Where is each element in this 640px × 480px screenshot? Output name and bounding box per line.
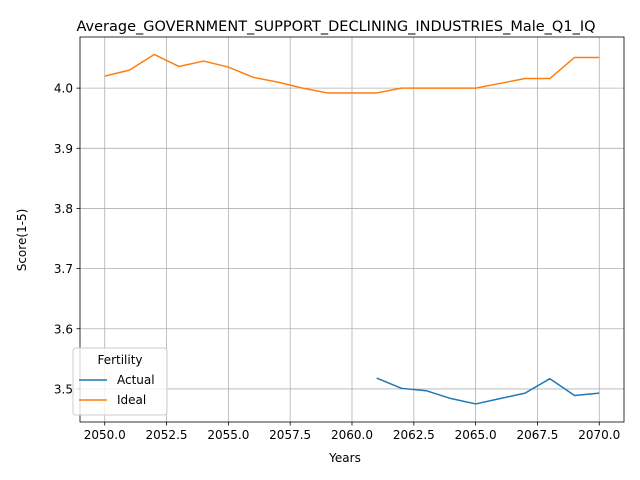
legend: Fertility Actual Ideal [73,348,167,415]
data-point-actual [524,393,525,394]
data-point-ideal [104,76,105,77]
x-tick-label: 2057.5 [269,428,311,442]
x-tick-label: 2062.5 [393,428,435,442]
y-tick-label: 3.5 [54,382,73,396]
y-axis-label: Score(1-5) [15,209,29,272]
data-point-actual [475,403,476,404]
data-point-ideal [524,78,525,79]
legend-label-actual: Actual [117,373,155,387]
data-point-actual [426,390,427,391]
data-point-actual [549,378,550,379]
x-tick-label: 2050.0 [84,428,126,442]
x-tick-label: 2060.0 [331,428,373,442]
data-point-ideal [475,88,476,89]
data-point-ideal [426,88,427,89]
data-point-ideal [154,54,155,55]
data-point-ideal [574,57,575,58]
data-point-ideal [302,88,303,89]
chart-title: Average_GOVERNMENT_SUPPORT_DECLINING_IND… [76,19,595,35]
data-point-actual [376,377,377,378]
data-point-ideal [327,92,328,93]
y-tick-label: 4.0 [54,82,73,96]
y-tick-label: 3.7 [54,262,73,276]
data-point-ideal [277,82,278,83]
legend-label-ideal: Ideal [117,393,146,407]
data-point-ideal [376,92,377,93]
x-tick-label: 2055.0 [207,428,249,442]
data-point-ideal [129,69,130,70]
data-point-ideal [450,88,451,89]
data-point-ideal [549,78,550,79]
x-tick-label: 2065.0 [455,428,497,442]
data-point-ideal [203,60,204,61]
data-point-actual [450,398,451,399]
data-point-ideal [500,83,501,84]
legend-title: Fertility [97,353,142,367]
x-axis-label: Years [328,451,361,465]
data-point-ideal [228,66,229,67]
data-point-ideal [401,88,402,89]
y-tick-label: 3.8 [54,202,73,216]
y-tick-label: 3.9 [54,142,73,156]
data-point-ideal [252,77,253,78]
data-point-ideal [599,57,600,58]
data-point-ideal [351,92,352,93]
x-tick-label: 2070.0 [578,428,620,442]
data-point-actual [500,398,501,399]
data-point-actual [599,393,600,394]
y-tick-label: 3.6 [54,322,73,336]
data-point-ideal [178,66,179,67]
x-tick-label: 2067.5 [516,428,558,442]
data-point-actual [401,388,402,389]
x-tick-label: 2052.5 [146,428,188,442]
data-point-actual [574,395,575,396]
